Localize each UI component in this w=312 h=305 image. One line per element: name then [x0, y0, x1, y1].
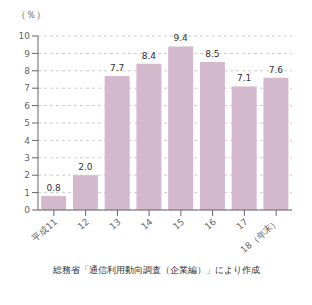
svg-text:2.0: 2.0 — [78, 162, 93, 172]
svg-text:8.5: 8.5 — [205, 49, 219, 59]
svg-text:16: 16 — [203, 217, 218, 232]
svg-text:18（年末）: 18（年末） — [239, 217, 282, 255]
svg-text:7.7: 7.7 — [110, 63, 124, 73]
svg-text:6: 6 — [24, 101, 30, 111]
svg-text:8: 8 — [24, 66, 30, 76]
svg-text:12: 12 — [76, 217, 91, 232]
svg-text:7: 7 — [24, 83, 30, 93]
svg-text:14: 14 — [139, 217, 154, 232]
svg-text:5: 5 — [24, 118, 30, 128]
svg-text:平成11: 平成11 — [30, 217, 59, 244]
svg-text:8.4: 8.4 — [142, 51, 157, 61]
svg-text:4: 4 — [24, 136, 30, 146]
svg-text:9.4: 9.4 — [174, 33, 189, 43]
svg-text:7.1: 7.1 — [237, 73, 251, 83]
svg-text:13: 13 — [108, 217, 123, 232]
svg-text:17: 17 — [235, 217, 250, 232]
svg-text:0.8: 0.8 — [47, 183, 62, 193]
html-text:総務省「通信利用動向調査（企業編）」により作成: 総務省「通信利用動向調査（企業編）」により作成 — [52, 265, 260, 275]
svg-text:7.6: 7.6 — [269, 65, 284, 75]
svg-text:1: 1 — [24, 188, 30, 198]
svg-text:3: 3 — [24, 153, 30, 163]
svg-text:10: 10 — [19, 31, 31, 41]
svg-text:0: 0 — [24, 205, 30, 215]
svg-text:2: 2 — [24, 170, 30, 180]
svg-text:15: 15 — [171, 217, 186, 232]
svg-text:9: 9 — [24, 49, 30, 59]
